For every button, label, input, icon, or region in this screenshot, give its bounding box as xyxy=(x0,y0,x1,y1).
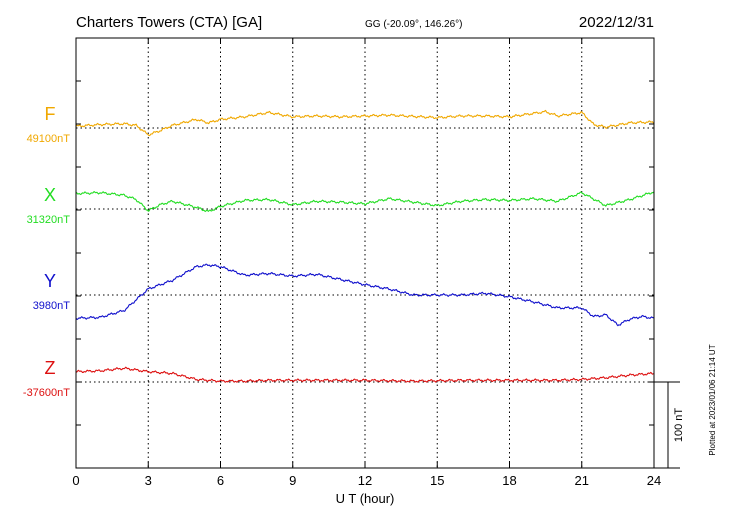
x-axis-ticks xyxy=(75,38,655,468)
station-coordinates: GG (-20.09°, 146.26°) xyxy=(365,19,463,30)
series-name-X: X xyxy=(44,185,56,205)
x-axis-label: U T (hour) xyxy=(336,491,395,506)
x-tick-label-21: 21 xyxy=(575,473,589,488)
series-name-Z: Z xyxy=(45,358,56,378)
x-tick-label-3: 3 xyxy=(145,473,152,488)
x-tick-label-12: 12 xyxy=(358,473,372,488)
series-line-X xyxy=(75,191,655,213)
x-tick-label-0: 0 xyxy=(72,473,79,488)
x-tick-label-24: 24 xyxy=(647,473,661,488)
series-baseline-X: 31320nT xyxy=(27,214,71,226)
chart-date: 2022/12/31 xyxy=(579,14,654,31)
scale-bar xyxy=(654,381,680,469)
plotted-at-footer: Plotted at 2023/01/06 21:14 UT xyxy=(708,344,717,455)
series-name-Y: Y xyxy=(44,271,56,291)
series-line-F xyxy=(75,109,655,137)
series-line-Z xyxy=(75,366,655,383)
series-lines xyxy=(75,109,655,383)
x-tick-label-15: 15 xyxy=(430,473,444,488)
x-axis-tick-labels: 0 3 6 9 12 15 18 21 24 xyxy=(72,473,661,488)
series-baseline-F: 49100nT xyxy=(27,133,71,145)
series-name-F: F xyxy=(45,104,56,124)
series-baseline-Y: 3980nT xyxy=(33,300,71,312)
x-tick-label-18: 18 xyxy=(502,473,516,488)
x-tick-label-9: 9 xyxy=(289,473,296,488)
series-baseline-Z: -37600nT xyxy=(23,387,70,399)
scale-bar-label: 100 nT xyxy=(673,408,685,443)
x-tick-label-6: 6 xyxy=(217,473,224,488)
chart-title: Charters Towers (CTA) [GA] xyxy=(76,14,262,31)
series-labels: F 49100nT X 31320nT Y 3980nT Z -37600nT xyxy=(23,104,70,399)
baselines xyxy=(76,127,654,383)
grid-lines xyxy=(147,38,583,468)
series-line-Y xyxy=(75,263,655,327)
